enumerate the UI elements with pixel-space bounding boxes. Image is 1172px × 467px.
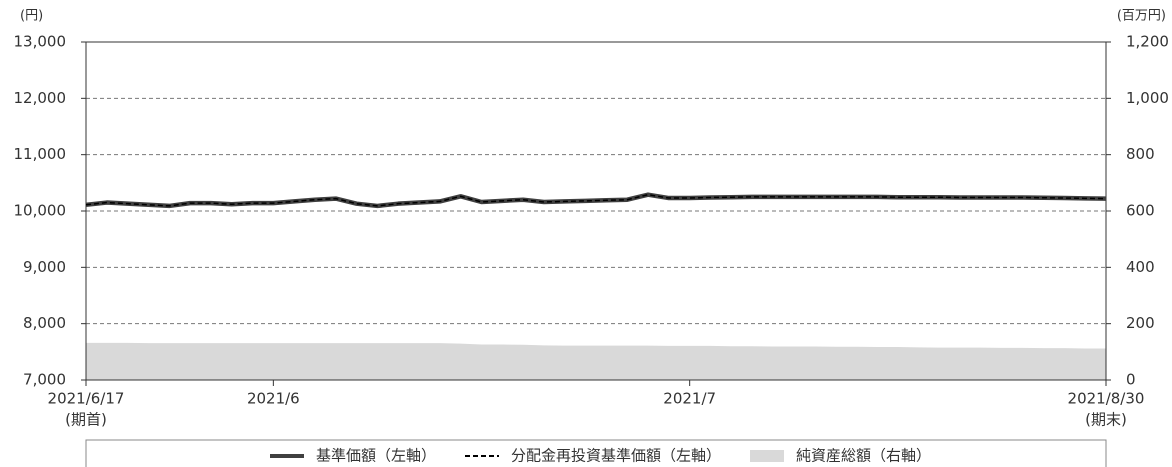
y-tick-label: 12,000 xyxy=(14,89,67,107)
x-tick-label: 2021/6/17 xyxy=(48,390,125,408)
y-tick-label: 10,000 xyxy=(14,202,67,220)
legend-label: 純資産総額（右軸） xyxy=(796,447,931,465)
y2-tick-label: 1,200 xyxy=(1126,33,1169,51)
x-tick-label: 2021/8/30 xyxy=(1068,390,1145,408)
x-tick-label: 2021/7 xyxy=(663,390,716,408)
legend-swatch xyxy=(750,450,784,462)
y2-tick-label: 200 xyxy=(1126,314,1155,332)
y-tick-label: 13,000 xyxy=(14,33,67,51)
x-tick-label: 2021/6 xyxy=(247,390,300,408)
legend-label: 分配金再投資基準価額（左軸） xyxy=(511,447,721,465)
x-sublabel: (期末) xyxy=(1085,411,1127,429)
y-unit: (円) xyxy=(20,9,43,24)
y-tick-label: 8,000 xyxy=(23,314,66,332)
x-sublabel: (期首) xyxy=(65,411,107,429)
plot-frame xyxy=(85,41,1107,381)
legend-label: 基準価額（左軸） xyxy=(316,447,436,465)
area xyxy=(86,342,1106,380)
dashed-line xyxy=(85,193,1107,207)
y2-unit: (百万円) xyxy=(1117,9,1166,24)
y2-tick-label: 0 xyxy=(1126,371,1136,389)
y-tick-label: 7,000 xyxy=(23,371,66,389)
legend-frame xyxy=(85,439,1107,467)
y2-tick-label: 1,000 xyxy=(1126,89,1169,107)
y-tick-label: 9,000 xyxy=(23,258,66,276)
y2-tick-label: 400 xyxy=(1126,258,1155,276)
y-tick-label: 11,000 xyxy=(14,145,67,163)
y2-tick-label: 600 xyxy=(1126,202,1155,220)
y2-tick-label: 800 xyxy=(1126,145,1155,163)
